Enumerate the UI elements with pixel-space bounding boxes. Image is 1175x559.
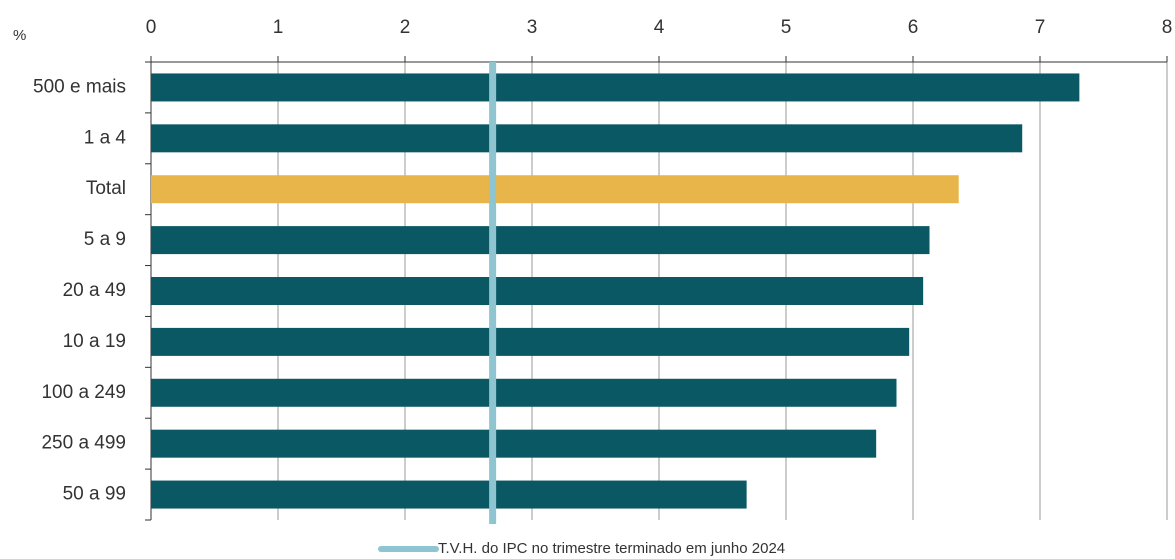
unit-label: %: [13, 27, 26, 44]
bar: [151, 226, 930, 255]
bar: [151, 429, 877, 458]
x-tick-label: 6: [908, 17, 919, 38]
category-label: 1 a 4: [84, 127, 127, 148]
category-label: 10 a 19: [63, 331, 126, 352]
bar: [151, 327, 910, 356]
bar: [151, 277, 924, 305]
category-label: Total: [86, 178, 126, 199]
x-tick-label: 5: [781, 17, 792, 38]
bar: [151, 73, 1080, 102]
bar: [151, 175, 959, 204]
x-tick-label: 7: [1035, 17, 1046, 38]
category-label: 100 a 249: [41, 382, 126, 403]
bar: [151, 480, 747, 509]
bar: [151, 378, 897, 407]
x-tick-label: 2: [400, 17, 411, 38]
category-label: 50 a 99: [63, 484, 126, 505]
x-tick-label: 8: [1162, 17, 1173, 38]
category-label: 250 a 499: [41, 433, 126, 454]
x-tick-label: 0: [146, 17, 157, 38]
category-label: 5 a 9: [84, 229, 126, 250]
x-tick-label: 4: [654, 17, 665, 38]
category-label: 500 e mais: [33, 76, 126, 97]
category-label: 20 a 49: [63, 280, 126, 301]
bar: [151, 124, 1023, 153]
x-tick-label: 1: [273, 17, 284, 38]
x-tick-label: 3: [527, 17, 538, 38]
legend-label: T.V.H. do IPC no trimestre terminado em …: [438, 540, 785, 557]
